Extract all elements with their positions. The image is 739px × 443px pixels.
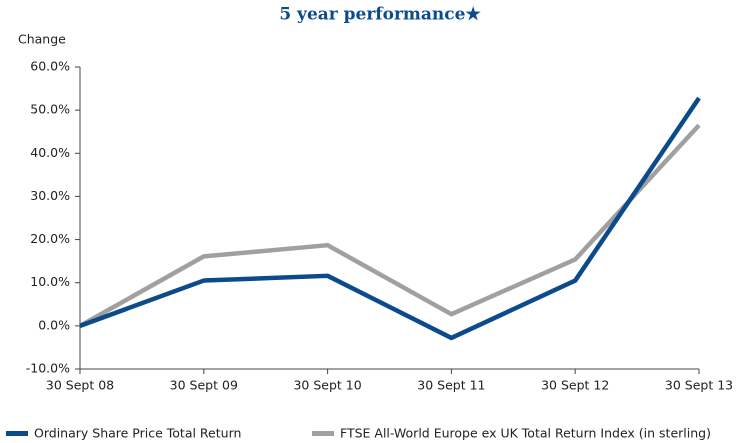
series-line xyxy=(78,123,701,328)
y-tick-label: 50.0% xyxy=(30,102,70,117)
x-tick-label: 30 Sept 08 xyxy=(46,378,114,393)
y-tick-label: 40.0% xyxy=(30,145,70,160)
y-tick-label: 30.0% xyxy=(30,188,70,203)
legend-label: Ordinary Share Price Total Return xyxy=(34,426,241,441)
legend-swatch xyxy=(312,431,334,436)
y-tick-label: 60.0% xyxy=(30,59,70,74)
y-tick-label: -10.0% xyxy=(26,361,70,376)
x-tick-label: 30 Sept 10 xyxy=(293,378,361,393)
x-tick-label: 30 Sept 09 xyxy=(170,378,238,393)
legend-label: FTSE All-World Europe ex UK Total Return… xyxy=(340,426,711,441)
x-tick-label: 30 Sept 13 xyxy=(665,378,733,393)
y-axis-label: Change xyxy=(18,32,66,47)
x-tick-label: 30 Sept 12 xyxy=(541,378,609,393)
chart-title: 5 year performance★ xyxy=(279,5,481,25)
y-tick-label: 20.0% xyxy=(30,231,70,246)
x-tick-label: 30 Sept 11 xyxy=(417,378,485,393)
y-tick-label: 0.0% xyxy=(38,317,70,332)
series-line xyxy=(79,96,701,341)
y-tick-label: 10.0% xyxy=(30,274,70,289)
legend-swatch xyxy=(6,431,28,436)
